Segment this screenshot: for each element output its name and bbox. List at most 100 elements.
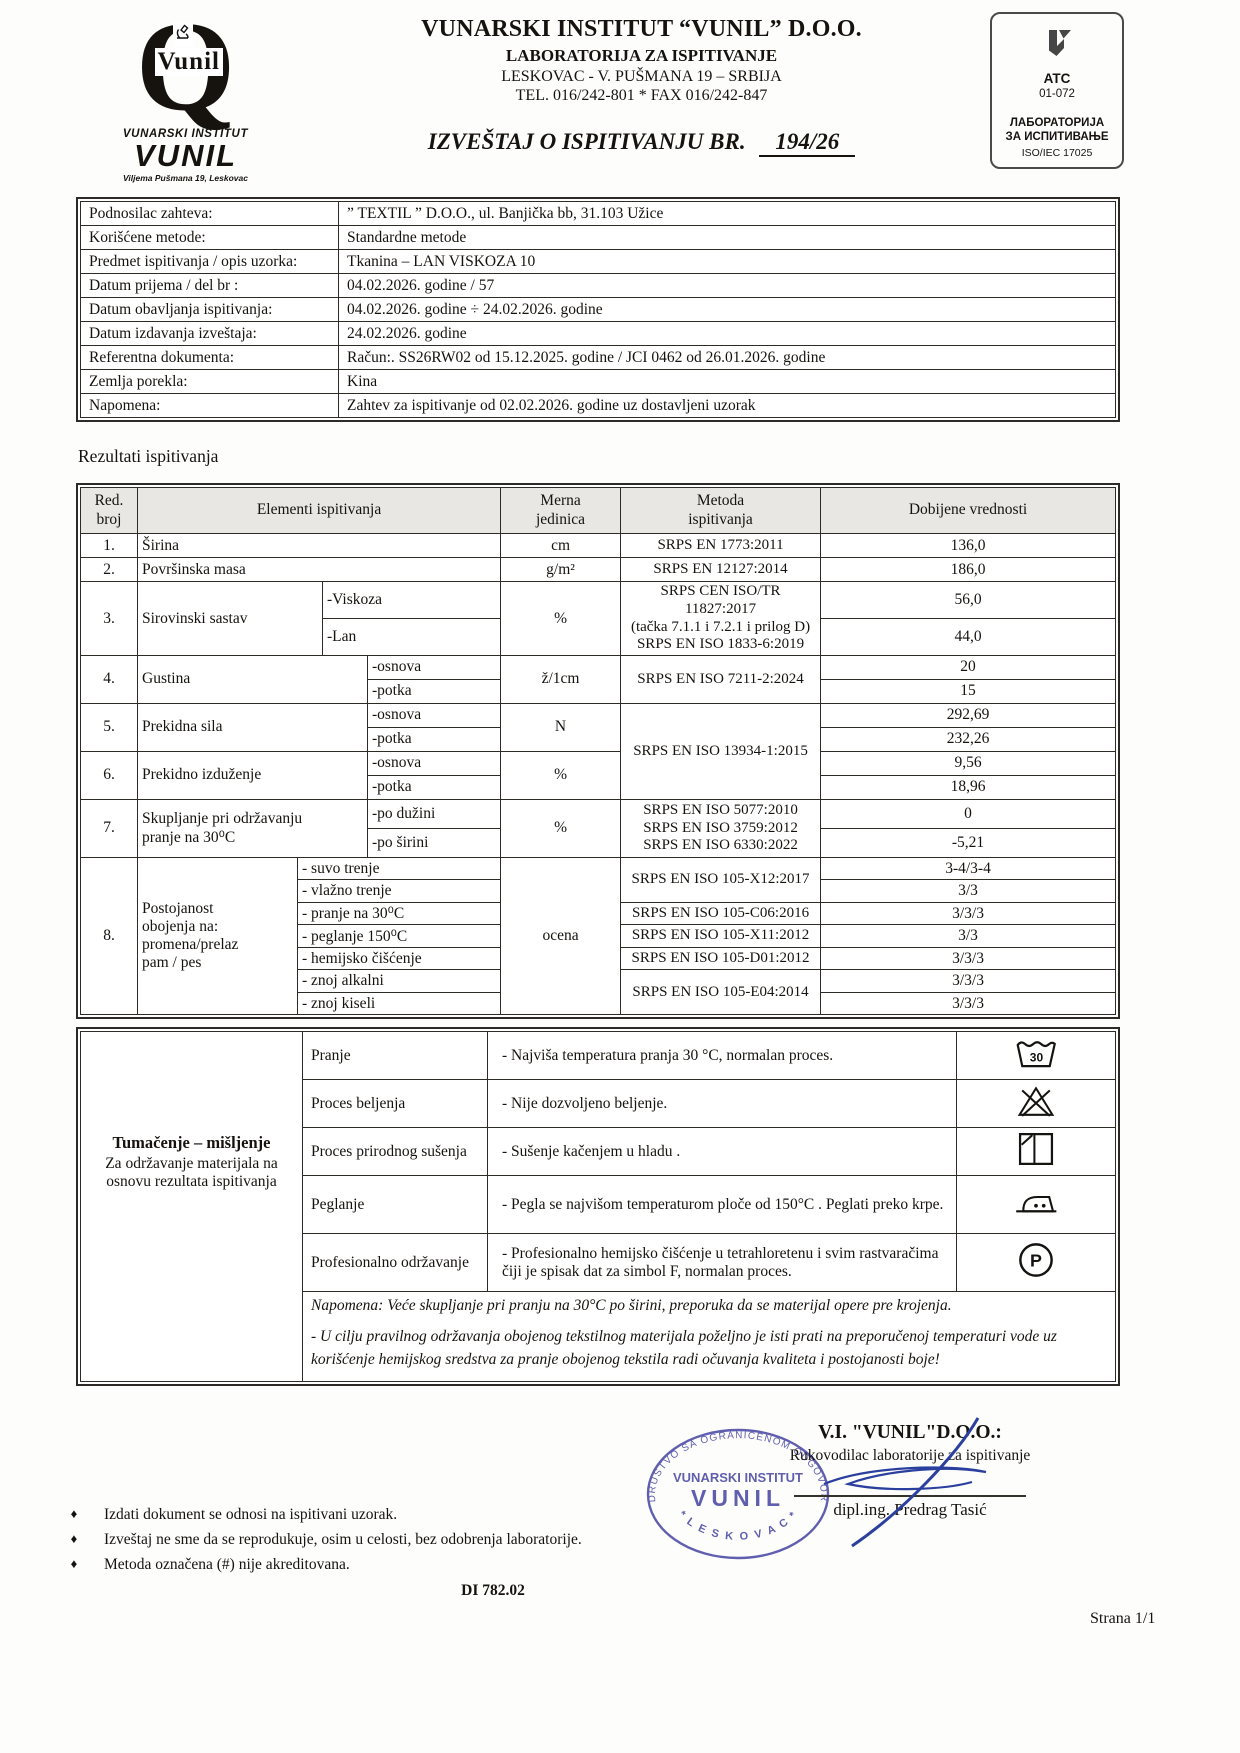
table-row: 1. Širina cm SRPS EN 1773:2011 136,0 (80, 533, 1116, 559)
value: 20 (820, 654, 1116, 680)
table-row: Korišćene metode: Standardne metode (80, 225, 1116, 250)
element-sub: -osnova (366, 750, 502, 776)
element-name: Prekidno izduženje (137, 750, 368, 800)
line-dry-shade-icon (956, 1127, 1116, 1177)
method: SRPS EN ISO 7211-2:2024 (620, 654, 822, 704)
unit: ž/1cm (500, 654, 622, 704)
table-row: 6. Prekidno izduženje -osnova % 9,56 (80, 750, 1116, 800)
unit: % (500, 581, 622, 656)
care-note: - U cilju pravilnog održavanja obojenog … (302, 1318, 1116, 1383)
value: 232,26 (820, 726, 1116, 752)
table-row: - peglanje 150⁰C SRPS EN ISO 105-X11:201… (81, 924, 1116, 948)
info-label: Korišćene metode: (80, 225, 339, 250)
q-logo-label: Vunil (154, 48, 223, 76)
care-label: Peglanje (302, 1175, 488, 1235)
element-name: Širina (136, 533, 502, 559)
info-value: 04.02.2026. godine / 57 (338, 273, 1116, 298)
element-sub: -osnova (366, 702, 502, 728)
table-row: Zemlja porekla: Kina (80, 369, 1116, 394)
unit: % (500, 798, 622, 858)
method: SRPS EN ISO 105-X11:2012 (620, 924, 822, 948)
footer-notes: ♦ Izdati dokument se odnosi na ispitivan… (44, 1506, 582, 1581)
table-row: Peglanje - Pegla se najvišom temperaturo… (81, 1175, 1116, 1235)
q-logo-mark: Q Vunil (111, 2, 261, 130)
table-row: - znoj kiseli 3/3/3 (81, 991, 1116, 1016)
value: 3/3/3 (820, 901, 1116, 926)
care-description: - Najviša temperatura pranja 30 °C, norm… (487, 1031, 957, 1081)
element-name: Prekidna sila (137, 702, 368, 752)
method: SRPS EN 1773:2011 (620, 533, 822, 559)
care-description: - Nije dozvoljeno beljenje. (487, 1079, 957, 1129)
signature-block: V.I. "VUNIL"D.O.O.: Rukovodilac laborato… (782, 1422, 1038, 1520)
interpretation-cell: Tumačenje – mišljenje Za održavanje mate… (80, 1031, 303, 1383)
svg-text:VUNIL: VUNIL (691, 1485, 785, 1511)
element-sub: -osnova (366, 654, 502, 680)
row-num: 6. (80, 750, 138, 800)
row-num: 8. (80, 856, 138, 1016)
vunil-logo: Q Vunil VUNARSKI INSTITUT VUNIL Viljema … (78, 2, 293, 183)
footer-note-text: Izveštaj ne sme da se reprodukuje, osim … (104, 1531, 582, 1549)
care-description: - Profesionalno hemijsko čišćenje u tetr… (487, 1233, 957, 1293)
value: 18,96 (820, 774, 1116, 800)
table-row: - znoj alkalni SRPS EN ISO 105-E04:2014 … (81, 969, 1116, 1016)
svg-text:VUNARSKI INSTITUT: VUNARSKI INSTITUT (673, 1470, 803, 1485)
company-name: VUNARSKI INSTITUT “VUNIL” D.O.O. (421, 16, 862, 42)
microscope-icon (172, 22, 193, 47)
header: Q Vunil VUNARSKI INSTITUT VUNIL Viljema … (0, 0, 1240, 183)
value: 56,0 (820, 581, 1116, 620)
element-sub: - vlažno trenje (296, 879, 502, 903)
results-section-title: Rezultati ispitivanja (78, 446, 219, 466)
list-item: ♦ Metoda označena (#) nije akreditovana. (44, 1556, 582, 1574)
info-label: Zemlja porekla: (80, 369, 339, 394)
care-label: Proces prirodnog sušenja (302, 1127, 488, 1177)
table-row: Proces prirodnog sušenja - Sušenje kačen… (81, 1127, 1116, 1177)
diamond-bullet-icon: ♦ (70, 1506, 78, 1522)
report-title: IZVEŠTAJ O ISPITIVANJU BR. 194/26 (293, 129, 990, 157)
info-value: 24.02.2026. godine (338, 321, 1116, 346)
method: SRPS EN ISO 105-X12:2017 (620, 856, 822, 903)
row-num: 7. (80, 798, 138, 858)
table-row: -Lan 44,0 (81, 618, 1116, 656)
row-num: 3. (80, 581, 138, 656)
table-row: Profesionalno održavanje - Profesionalno… (81, 1233, 1116, 1293)
element-sub: -potka (366, 774, 502, 800)
element-sub: -potka (366, 726, 502, 752)
table-row: 8. Postojanost obojenja na: promena/prel… (80, 856, 1116, 1016)
method: SRPS EN ISO 13934-1:2015 (620, 702, 822, 800)
element-sub: - hemijsko čišćenje (296, 946, 502, 971)
element-sub: -po širini (366, 827, 502, 858)
element-name: Gustina (137, 654, 368, 704)
table-row: Datum obavljanja ispitivanja: 04.02.2026.… (80, 297, 1116, 322)
table-row: Referentna dokumenta: Račun:. SS26RW02 od… (80, 345, 1116, 370)
value: 0 (820, 798, 1116, 829)
info-value: Tkanina – LAN VISKOZA 10 (338, 249, 1116, 274)
method: SRPS EN ISO 105-C06:2016 (620, 901, 822, 926)
list-item: ♦ Izveštaj ne sme da se reprodukuje, osi… (44, 1531, 582, 1549)
interpretation-text: Za održavanje materijala na osnovu rezul… (105, 1154, 278, 1190)
footer-note-text: Metoda označena (#) nije akreditovana. (104, 1556, 350, 1574)
atc-logo-icon (1039, 30, 1075, 66)
value: 3-4/3-4 (820, 856, 1116, 881)
table-row: Predmet ispitivanja / opis uzorka: Tkanin… (80, 249, 1116, 274)
element-sub: -Viskoza (321, 581, 502, 620)
info-value: Račun:. SS26RW02 od 15.12.2025. godine /… (338, 345, 1116, 370)
results-table: Red. broj Elementi ispitivanja Merna jed… (76, 483, 1120, 1020)
value: 292,69 (820, 702, 1116, 728)
info-label: Napomena: (80, 393, 339, 418)
element-sub: - pranje na 30⁰C (296, 901, 502, 926)
element-sub: -potka (366, 678, 502, 704)
col-header-element: Elementi ispitivanja (136, 486, 502, 535)
footer-note-text: Izdati dokument se odnosi na ispitivani … (104, 1506, 398, 1524)
info-value: Zahtev za ispitivanje od 02.02.2026. god… (338, 393, 1116, 418)
col-header-unit: Merna jedinica (500, 486, 622, 535)
value: 9,56 (820, 750, 1116, 776)
diamond-bullet-icon: ♦ (70, 1556, 78, 1572)
interpretation-title: Tumačenje – mišljenje (112, 1132, 271, 1152)
signature-footer-area: DRUŠTVO SA OGRANIČENOM ODGOVORNOŠĆU VUNA… (0, 1410, 1240, 1734)
value: 3/3 (820, 924, 1116, 948)
table-row: 3. Sirovinski sastav -Viskoza % SRPS CEN… (80, 581, 1116, 656)
care-interpretation-table: Tumačenje – mišljenje Za održavanje mate… (76, 1027, 1120, 1387)
unit: g/m² (500, 557, 622, 583)
care-label: Profesionalno održavanje (302, 1233, 488, 1293)
company-stamp: DRUŠTVO SA OGRANIČENOM ODGOVORNOŠĆU VUNA… (636, 1410, 836, 1573)
